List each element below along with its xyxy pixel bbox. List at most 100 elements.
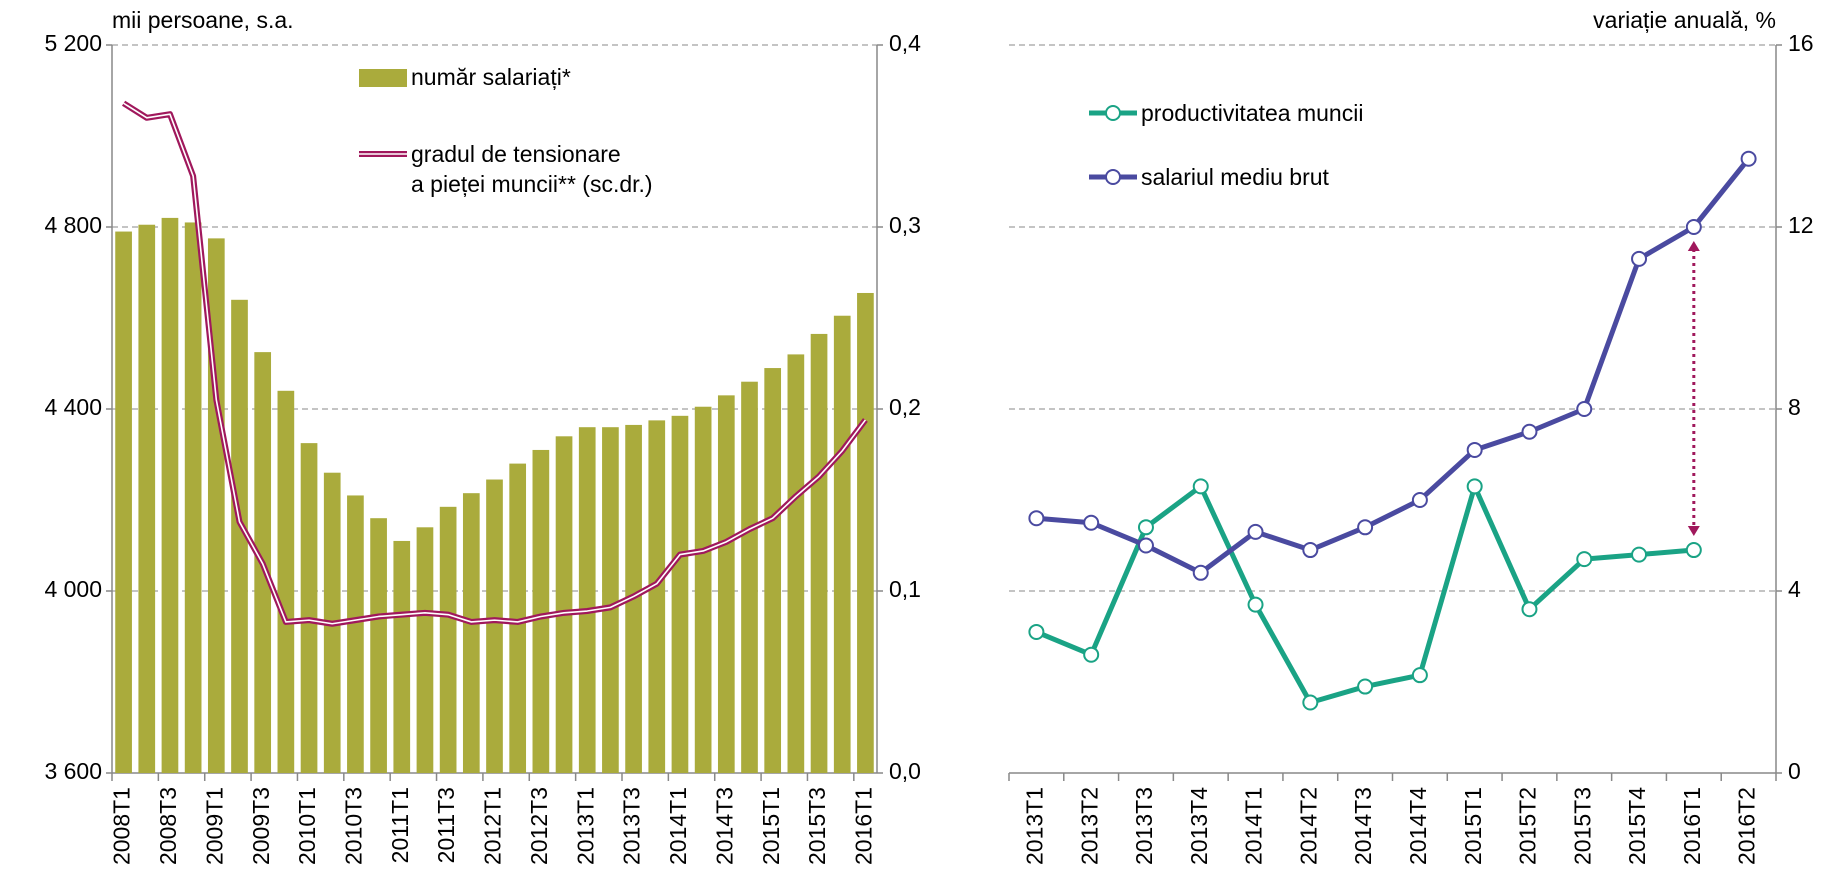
x-tick-label: 2010T1: [294, 787, 320, 865]
x-tick-label: 2014T4: [1405, 787, 1431, 865]
marker: [1631, 546, 1648, 563]
marker: [1302, 694, 1319, 711]
bar: [231, 299, 248, 773]
x-tick-label: 2016T1: [850, 787, 876, 865]
y-tick-label: 0,2: [889, 394, 921, 420]
bar: [833, 315, 851, 773]
x-tick-label: 2014T1: [665, 787, 691, 865]
legend-label: gradul de tensionare a pieței muncii** (…: [411, 141, 653, 197]
x-tick-label: 2008T1: [109, 787, 135, 865]
y-tick-label: 5 200: [44, 30, 102, 56]
marker: [1357, 678, 1374, 695]
bar: [138, 224, 156, 774]
x-tick-label: 2015T1: [758, 787, 784, 865]
axis-title: mii persoane, s.a.: [112, 7, 294, 33]
marker: [1685, 542, 1702, 559]
bar: [694, 406, 712, 773]
marker: [1137, 537, 1154, 554]
marker: [1521, 601, 1538, 618]
marker: [1411, 492, 1428, 508]
bar: [462, 493, 480, 773]
x-tick-label: 2012T1: [480, 787, 506, 865]
x-tick-label: 2016T1: [1679, 787, 1705, 865]
marker: [1302, 542, 1319, 559]
marker: [1028, 510, 1045, 527]
x-tick-label: 2012T3: [526, 787, 552, 865]
legend-label: număr salariați*: [411, 64, 571, 90]
swatch: [1105, 169, 1121, 185]
marker: [1357, 519, 1374, 536]
x-tick-label: 2013T1: [1021, 787, 1047, 865]
legend-swatch: [359, 69, 407, 87]
bar: [277, 390, 295, 773]
x-tick-label: 2015T4: [1624, 787, 1650, 865]
y-tick-label: 0,4: [889, 30, 921, 56]
bar: [764, 368, 782, 773]
y-tick-label: 3 600: [44, 758, 102, 784]
marker: [1137, 519, 1154, 536]
marker: [1028, 623, 1045, 640]
marker: [1247, 596, 1264, 613]
bar: [370, 518, 387, 773]
bar: [741, 381, 758, 773]
legend-label: productivitatea muncii: [1141, 100, 1364, 126]
legend-swatch: [359, 151, 407, 157]
marker: [1521, 423, 1538, 440]
x-tick-label: 2013T3: [1131, 787, 1157, 865]
y-tick-label: 16: [1788, 30, 1814, 56]
y-tick-label: 0,3: [889, 212, 921, 238]
x-tick-label: 2015T2: [1515, 787, 1541, 865]
x-tick-label: 2011T3: [433, 787, 459, 863]
marker: [1192, 564, 1209, 581]
bar: [671, 415, 689, 773]
marker: [1576, 551, 1593, 568]
bar: [648, 420, 666, 773]
bar: [602, 427, 619, 773]
x-tick-label: 2009T3: [248, 787, 274, 865]
marker: [1576, 401, 1593, 417]
x-tick-label: 2014T3: [711, 787, 737, 865]
marker: [1192, 478, 1209, 495]
x-tick-label: 2015T3: [804, 787, 830, 865]
y-tick-label: 4 000: [44, 576, 102, 602]
legend-swatch: [1089, 105, 1137, 121]
x-tick-label: 2016T2: [1734, 787, 1760, 865]
y-tick-label: 12: [1788, 212, 1814, 238]
x-tick-label: 2011T1: [387, 787, 413, 863]
x-tick-label: 2015T1: [1460, 787, 1486, 865]
bar: [161, 217, 179, 773]
bar: [810, 333, 828, 773]
swatch: [359, 69, 407, 87]
x-tick-label: 2009T1: [201, 787, 227, 865]
marker: [1411, 667, 1428, 684]
line: [1036, 157, 1751, 576]
bar: [184, 222, 202, 773]
bar: [578, 427, 596, 773]
x-tick-label: 2014T2: [1295, 787, 1321, 865]
bar: [416, 527, 434, 773]
y-tick-label: 4: [1788, 576, 1801, 602]
marker: [1740, 150, 1757, 167]
marker: [1083, 514, 1100, 531]
bar: [717, 395, 735, 773]
y-tick-label: 0: [1788, 758, 1801, 784]
marker: [1466, 441, 1483, 458]
marker: [1247, 523, 1264, 540]
bar: [787, 354, 805, 773]
x-tick-label: 2013T2: [1076, 787, 1102, 865]
marker: [1466, 478, 1483, 495]
x-tick-label: 2014T1: [1241, 787, 1267, 865]
arrow-head: [1687, 526, 1700, 537]
axis-title: variație anuală, %: [1593, 7, 1776, 33]
bar: [439, 506, 457, 773]
bar: [857, 292, 874, 773]
x-tick-label: 2008T3: [155, 787, 181, 865]
marker: [1083, 646, 1100, 663]
swatch: [1105, 105, 1121, 121]
bar: [115, 231, 132, 774]
legend-swatch: [1089, 169, 1137, 185]
x-tick-label: 2015T3: [1569, 787, 1595, 865]
bar: [509, 463, 527, 773]
arrow-head: [1687, 241, 1700, 251]
